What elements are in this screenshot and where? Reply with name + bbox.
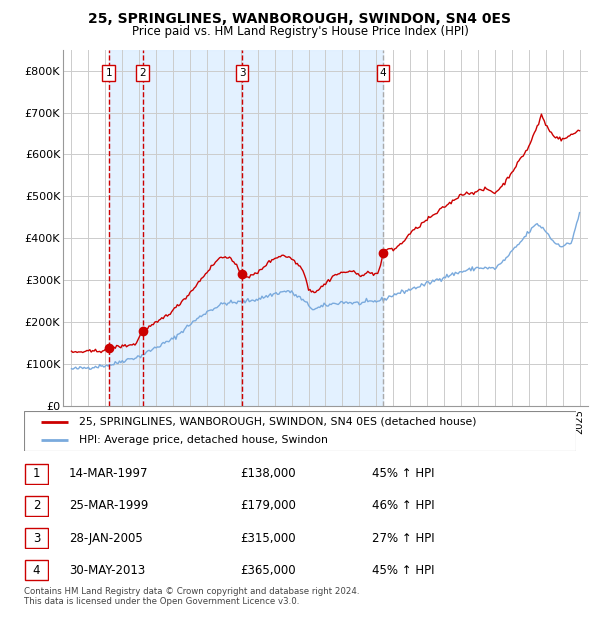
Text: 30-MAY-2013: 30-MAY-2013	[69, 564, 145, 577]
Text: 14-MAR-1997: 14-MAR-1997	[69, 467, 149, 480]
Bar	[242, 50, 383, 406]
Text: 1: 1	[106, 68, 112, 78]
Text: 4: 4	[380, 68, 386, 78]
Text: 28-JAN-2005: 28-JAN-2005	[69, 532, 143, 544]
Text: Contains HM Land Registry data © Crown copyright and database right 2024.
This d: Contains HM Land Registry data © Crown c…	[24, 587, 359, 606]
Bar	[143, 50, 242, 406]
Text: 1: 1	[33, 467, 40, 480]
Bar	[109, 50, 143, 406]
Text: 45% ↑ HPI: 45% ↑ HPI	[372, 564, 434, 577]
Text: 2: 2	[139, 68, 146, 78]
Text: 25-MAR-1999: 25-MAR-1999	[69, 500, 148, 512]
Text: 46% ↑ HPI: 46% ↑ HPI	[372, 500, 434, 512]
Text: 3: 3	[239, 68, 245, 78]
Text: Price paid vs. HM Land Registry's House Price Index (HPI): Price paid vs. HM Land Registry's House …	[131, 25, 469, 38]
Text: £315,000: £315,000	[240, 532, 296, 544]
Text: 25, SPRINGLINES, WANBOROUGH, SWINDON, SN4 0ES: 25, SPRINGLINES, WANBOROUGH, SWINDON, SN…	[89, 12, 511, 27]
Text: 25, SPRINGLINES, WANBOROUGH, SWINDON, SN4 0ES (detached house): 25, SPRINGLINES, WANBOROUGH, SWINDON, SN…	[79, 417, 476, 427]
Text: 4: 4	[33, 564, 40, 577]
Text: 3: 3	[33, 532, 40, 544]
Text: HPI: Average price, detached house, Swindon: HPI: Average price, detached house, Swin…	[79, 435, 328, 446]
Text: £179,000: £179,000	[240, 500, 296, 512]
Text: £365,000: £365,000	[240, 564, 296, 577]
Text: £138,000: £138,000	[240, 467, 296, 480]
Text: 2: 2	[33, 500, 40, 512]
Text: 45% ↑ HPI: 45% ↑ HPI	[372, 467, 434, 480]
Text: 27% ↑ HPI: 27% ↑ HPI	[372, 532, 434, 544]
